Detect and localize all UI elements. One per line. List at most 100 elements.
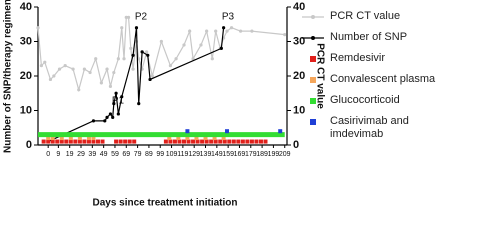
square-marker (222, 139, 227, 144)
square-marker (194, 136, 199, 141)
swatch-square (310, 56, 316, 62)
legend-item: Glucocorticoid (300, 94, 500, 115)
legend-label: Number of SNP (330, 31, 408, 43)
point (71, 67, 75, 71)
square-marker (41, 139, 46, 144)
point (131, 53, 135, 57)
point (122, 57, 126, 61)
x-axis-label: Days since treatment initiation (92, 198, 237, 209)
square-marker (50, 139, 55, 144)
y2-tick-label: 0 (293, 139, 299, 151)
square-marker (46, 136, 51, 141)
square-marker (95, 139, 100, 144)
x-tick-label: 49 (100, 151, 108, 158)
y2-tick-label: 10 (293, 104, 305, 116)
annotation: P2 (135, 12, 148, 23)
point (88, 70, 92, 75)
legend-swatch (302, 15, 324, 19)
square-marker (123, 139, 128, 144)
point (116, 57, 120, 61)
chart: Number of SNP/therapy regimen PCR CT val… (3, 0, 326, 209)
x-tick-label: 179 (245, 151, 257, 158)
square-marker (231, 139, 236, 144)
point (91, 119, 96, 123)
point (116, 112, 120, 116)
x-tick-label: 79 (134, 151, 142, 158)
square-marker (86, 136, 91, 141)
point (205, 29, 209, 33)
point (120, 26, 124, 30)
square-marker (68, 139, 73, 144)
point (222, 26, 226, 30)
x-tick-label: 209 (279, 151, 291, 158)
point (114, 91, 118, 95)
page: {"chart_data": { "type": "line", "xlabel… (2, 0, 500, 209)
square-marker (77, 136, 82, 141)
point (103, 119, 107, 123)
square-marker (258, 139, 263, 144)
point (191, 57, 195, 61)
square-marker (221, 136, 226, 141)
point (112, 70, 116, 75)
point (283, 33, 287, 37)
square-marker (204, 139, 209, 144)
square-marker (212, 136, 217, 141)
legend-item: PCR CT value (300, 10, 500, 31)
point (199, 43, 203, 47)
point (48, 77, 53, 82)
x-tick-label: 29 (77, 151, 85, 158)
point (145, 50, 149, 54)
point (52, 74, 56, 78)
annotation: P1 (112, 96, 125, 107)
x-tick-label: 129 (188, 151, 200, 158)
x-tick-label: 139 (200, 151, 212, 158)
point (182, 43, 186, 47)
x-tick-label: 39 (88, 151, 96, 158)
point (131, 67, 135, 71)
legend-label: Convalescent plasma (330, 73, 436, 85)
square-marker (209, 139, 214, 144)
point (82, 67, 87, 71)
square-marker (172, 139, 177, 144)
x-tick-label: 89 (145, 151, 153, 158)
x-tick-label: 99 (156, 151, 164, 158)
point (105, 115, 109, 119)
square-marker (240, 139, 245, 144)
y-tick-label: 10 (20, 104, 32, 116)
square-marker (200, 139, 205, 144)
y2-tick-label: 20 (293, 70, 305, 82)
square-marker (185, 129, 190, 134)
square-marker (163, 139, 168, 144)
square-marker (50, 136, 55, 141)
x-tick-label: 199 (268, 151, 280, 158)
square-marker (100, 139, 105, 144)
point (148, 77, 152, 82)
point (124, 15, 128, 19)
legend-swatch (310, 119, 316, 125)
y-tick-label: 0 (26, 139, 32, 151)
point (39, 64, 43, 68)
point (219, 46, 223, 51)
square-marker (127, 139, 132, 144)
legend-item: Convalescent plasma (300, 73, 500, 94)
x-tick-label: 9 (56, 151, 60, 158)
legend-label: Remdesivir (330, 52, 386, 64)
point (108, 112, 113, 116)
y-tick-label: 40 (20, 1, 32, 13)
legend-label: Casirivimab and imdevimab (330, 115, 409, 140)
legend-swatch (310, 77, 316, 83)
point (134, 26, 139, 30)
square-marker (254, 139, 259, 144)
square-marker (73, 139, 78, 144)
y-tick-label: 30 (20, 35, 32, 47)
point (108, 84, 113, 88)
x-tick-label: 149 (211, 151, 223, 158)
legend-label: Glucocorticoid (330, 94, 400, 106)
square-marker (177, 139, 182, 144)
square-marker (236, 139, 241, 144)
square-marker (167, 136, 172, 141)
x-tick-label: 189 (256, 151, 268, 158)
x-tick-label: 69 (122, 151, 130, 158)
square-marker (213, 139, 218, 144)
x-tick-label: 159 (222, 151, 234, 158)
